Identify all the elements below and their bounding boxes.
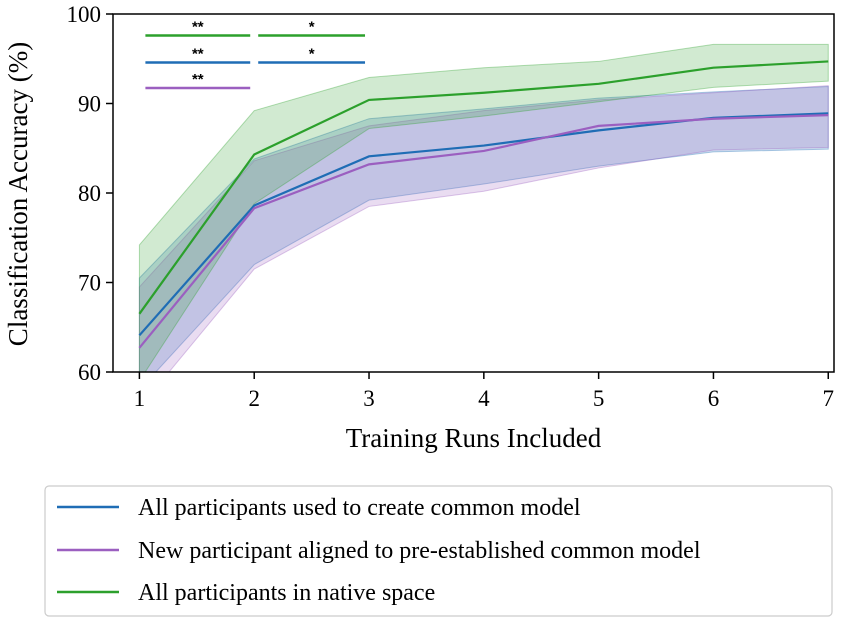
series-line-2 (138, 114, 829, 349)
significance-bars: ** *** *** (145, 19, 366, 90)
x-tick-label: 3 (363, 386, 375, 411)
legend-label-1: All participants used to create common m… (138, 495, 581, 521)
significance-label-4: * (309, 46, 315, 63)
legend: All participants used to create common m… (44, 485, 833, 617)
x-tick-label: 1 (134, 386, 146, 411)
y-tick-label: 70 (78, 271, 101, 296)
x-tick-label: 5 (593, 386, 605, 411)
confidence-bands (138, 43, 829, 372)
significance-label-5: ** (192, 71, 204, 88)
y-tick-label: 100 (67, 2, 102, 27)
x-axis-ticks: 1 2 3 4 5 6 7 (134, 372, 834, 411)
legend-frame (44, 485, 833, 617)
x-tick-label: 6 (708, 386, 720, 411)
significance-label-2: * (309, 19, 315, 36)
confidence-band-1 (138, 85, 829, 372)
y-axis-label: Classification Accuracy (%) (3, 42, 33, 346)
significance-label-1: ** (192, 19, 204, 36)
x-tick-label: 7 (823, 386, 835, 411)
x-tick-label: 2 (248, 386, 260, 411)
legend-label-2: New participant aligned to pre-establish… (138, 538, 701, 564)
x-tick-label: 4 (478, 386, 490, 411)
series-lines (138, 60, 829, 349)
confidence-band-2 (138, 85, 829, 372)
y-axis-ticks: 60 70 80 90 100 (67, 2, 113, 385)
significance-label-3: ** (192, 46, 204, 63)
y-tick-label: 90 (78, 92, 101, 117)
y-tick-label: 60 (78, 360, 101, 385)
legend-label-3: All participants in native space (138, 580, 435, 606)
y-tick-label: 80 (78, 181, 101, 206)
x-axis-label: Training Runs Included (346, 423, 602, 453)
series-line-3 (138, 60, 829, 315)
